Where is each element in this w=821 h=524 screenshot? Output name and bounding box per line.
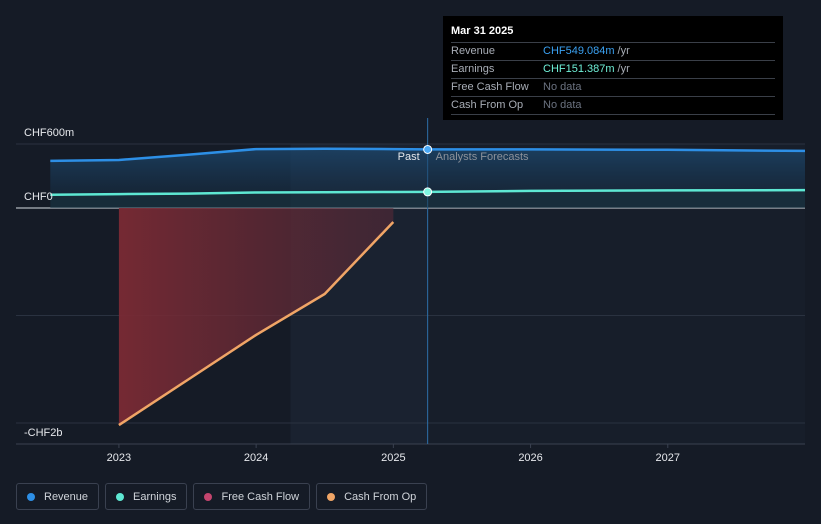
tooltip-date: Mar 31 2025 [451, 24, 775, 43]
revenue-dot-icon [27, 492, 35, 501]
x-tick-label: 2026 [518, 452, 542, 464]
revenue-area [50, 148, 806, 195]
cash-from-op-area [118, 208, 394, 426]
legend: Revenue Earnings Free Cash Flow Cash Fro… [16, 483, 428, 510]
tooltip-row-free-cash-flow: Free Cash Flow No data [451, 79, 775, 97]
earnings-area [50, 190, 806, 208]
legend-item-free-cash-flow[interactable]: Free Cash Flow [193, 483, 311, 510]
tooltip-label: Revenue [451, 45, 496, 57]
tooltip-unit: /yr [617, 63, 630, 75]
tooltip-value: No data [543, 99, 582, 111]
legend-label: Free Cash Flow [221, 490, 300, 503]
tooltip-value: No data [543, 81, 582, 93]
tooltip-label: Earnings [451, 63, 495, 75]
revenue-line [50, 147, 806, 163]
legend-label: Cash From Op [344, 490, 417, 503]
x-tick-label: 2023 [107, 452, 131, 464]
tooltip-label: Free Cash Flow [451, 81, 529, 93]
y-tick-label: CHF600m [24, 127, 74, 139]
x-tick-label: 2025 [381, 452, 405, 464]
legend-label: Earnings [133, 490, 177, 503]
cash-from-op-dot-icon [327, 492, 336, 501]
tooltip-row-cash-from-op: Cash From Op No data [451, 97, 775, 115]
tooltip-row-revenue: Revenue CHF549.084m /yr [451, 43, 775, 61]
legend-item-revenue[interactable]: Revenue [16, 483, 100, 510]
revenue-marker [423, 144, 433, 154]
earnings-dot-icon [116, 492, 125, 501]
legend-item-cash-from-op[interactable]: Cash From Op [316, 483, 428, 510]
legend-label: Revenue [44, 490, 89, 503]
past-label: Past [398, 151, 420, 163]
free-cash-flow-dot-icon [204, 492, 213, 501]
earnings-marker [423, 187, 433, 197]
x-tick-label: 2027 [656, 452, 680, 464]
tooltip-value: CHF549.084m [543, 45, 615, 57]
y-tick-label: CHF0 [24, 191, 53, 203]
tooltip-value: CHF151.387m [543, 63, 615, 75]
tooltip-row-earnings: Earnings CHF151.387m /yr [451, 61, 775, 79]
x-tick-label: 2024 [244, 452, 268, 464]
legend-item-earnings[interactable]: Earnings [105, 483, 188, 510]
earnings-line [50, 188, 806, 196]
y-tick-label: -CHF2b [24, 427, 63, 439]
cash-from-op-line [118, 221, 395, 427]
tooltip: Mar 31 2025 Revenue CHF549.084m /yr Earn… [443, 16, 783, 120]
forecast-label: Analysts Forecasts [436, 151, 529, 163]
tooltip-unit: /yr [617, 45, 630, 57]
tooltip-label: Cash From Op [451, 99, 524, 111]
